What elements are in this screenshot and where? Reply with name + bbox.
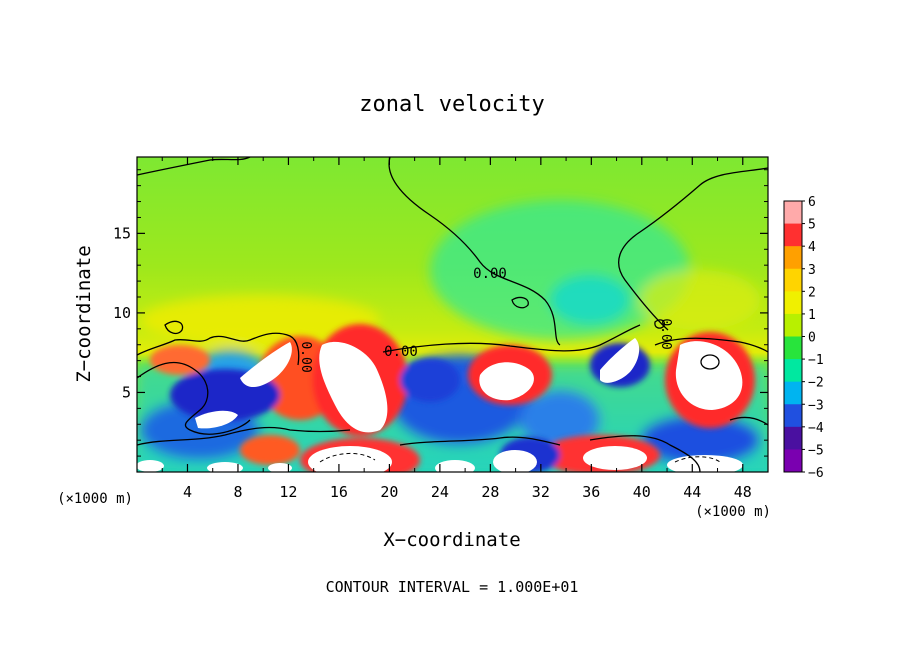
contour-interval-note: CONTOUR INTERVAL = 1.000E+01	[326, 578, 579, 596]
colorbar-segment	[784, 201, 802, 225]
y-tick-label: 10	[113, 304, 131, 322]
contour-label: 0.00	[658, 318, 673, 349]
colorbar-tick-label: −2	[808, 376, 824, 391]
colorbar-segment	[784, 359, 802, 383]
colorbar-segment	[784, 291, 802, 315]
y-tick-label: 15	[113, 224, 131, 242]
colorbar-tick-label: 5	[808, 218, 816, 233]
colorbar-tick-label: −3	[808, 398, 824, 413]
y-axis-label: Z−coordinate	[73, 245, 95, 382]
colorbar-segment	[784, 336, 802, 360]
colorbar-segment	[784, 381, 802, 405]
colorbar: 6 5 4 3 2 1 0 −1 −2 −3 −4 −5 −6	[783, 195, 824, 481]
x-tick-label: 40	[633, 483, 651, 501]
x-axis-ticks: 4 8 12 16 20 24 28 32 36 40 44 48	[161, 157, 752, 501]
x-unit-label-left: (×1000 m)	[57, 491, 133, 507]
x-tick-label: 24	[431, 483, 449, 501]
colorbar-tick-label: −4	[808, 421, 824, 436]
x-tick-label: 4	[183, 483, 192, 501]
x-tick-label: 44	[683, 483, 701, 501]
colorbar-tick-label: −5	[808, 443, 824, 458]
contour-label: 0.00	[384, 344, 418, 360]
colorbar-tick-label: −1	[808, 353, 824, 368]
contour-label: 0.00	[298, 341, 313, 372]
colorbar-segment	[784, 426, 802, 450]
colorbar-segment	[784, 404, 802, 428]
chart-title: zonal velocity	[359, 92, 544, 117]
colorbar-segment	[784, 223, 802, 247]
colorbar-tick-label: 3	[808, 263, 816, 278]
contour-labels: 0.00 0.00 0.00 0.00	[298, 266, 673, 373]
x-tick-label: 48	[734, 483, 752, 501]
x-tick-label: 16	[330, 483, 348, 501]
y-axis-ticks: 5 10 15	[113, 169, 768, 457]
x-tick-label: 12	[279, 483, 297, 501]
plot-frame	[136, 156, 769, 473]
x-unit-label-right: (×1000 m)	[695, 504, 771, 520]
colorbar-tick-label: 4	[808, 240, 816, 255]
x-tick-label: 32	[532, 483, 550, 501]
velocity-field	[137, 157, 768, 472]
colorbar-segment	[784, 449, 802, 473]
y-tick-label: 5	[122, 383, 131, 401]
x-tick-label: 28	[481, 483, 499, 501]
x-tick-label: 8	[233, 483, 242, 501]
x-tick-label: 20	[380, 483, 398, 501]
colorbar-tick-label: −6	[808, 466, 824, 481]
colorbar-segment	[784, 246, 802, 270]
x-tick-label: 36	[582, 483, 600, 501]
x-axis-label: X−coordinate	[383, 529, 520, 551]
contour-label: 0.00	[473, 266, 507, 282]
colorbar-tick-label: 6	[808, 195, 816, 210]
colorbar-segment	[784, 313, 802, 337]
colorbar-tick-label: 2	[808, 285, 816, 300]
colorbar-tick-label: 1	[808, 308, 816, 323]
colorbar-tick-label: 0	[808, 331, 816, 346]
colorbar-segment	[784, 268, 802, 292]
